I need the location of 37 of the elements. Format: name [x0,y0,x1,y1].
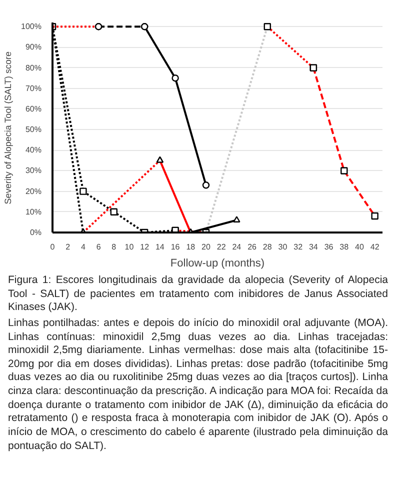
y-tick-label: 40% [25,146,42,155]
y-axis-title: Severity of Alopecia Tool (SALT) score [3,51,14,204]
x-tick-label: 18 [186,242,196,252]
y-tick-label: 90% [25,42,42,52]
x-tick-label: 8 [112,242,117,252]
x-tick-label: 26 [248,242,258,252]
y-tick-label: 20% [25,186,42,196]
x-tick-label: 14 [155,242,165,252]
x-tick-label: 0 [50,242,56,252]
x-tick-label: 42 [370,242,380,252]
y-tick-label: 100% [21,22,42,32]
x-tick-label: 28 [262,242,272,252]
text: Figura 1: Escores longitudinais da gravidade da alopecia (Severity of Alopecia Tool - SALT) de pacientes em tratamento com inibidores de Janus Associated Kinases (JAK). [8,274,388,315]
y-tick-label: 30% [25,166,42,176]
x-tick-label: 12 [140,242,150,252]
x-tick-label: 20 [202,242,211,252]
x-tick-label: 16 [170,242,180,252]
x-tick-label: 38 [340,242,350,252]
x-tick-label: 34 [308,242,318,252]
x-tick-label: 40 [355,242,364,252]
y-tick-label: 60% [25,104,42,114]
text: Linhas pontilhadas: antes e depois do início do minoxidil oral adjuvante (MOA). Linhas contínuas: minoxidil 2,5mg duas vezes ao dia. Linhas tracejadas: minoxidil 2,5mg diariamente. Linhas vermelhas: dose mais alta (tofacitinibe 15-20mg por dia em doses divididas). Linhas pretas: dose padrão (tofacitinibe 5mg duas vezes ao dia ou ruxolitinibe 25mg duas vezes ao dia [traços curtos]). Linha cinza clara: descontinuação da prescrição. A indicação para MOA foi: Recaída da doença durante o tratamento com inibidor de JAK (Δ), diminuição da eficácia do retratamento () e resposta fraca à monoterapia com inibidor de JAK (O). Após o início de MOA, o crescimento do cabelo é aparente (ilustrado pela diminuição da pontuação do SALT). [8,316,388,452]
y-tick-label: 80% [25,63,42,72]
x-tick-label: 10 [124,242,134,252]
x-tick-label: 2 [66,242,71,252]
x-tick-label: 24 [232,242,242,252]
y-tick-label: 50% [25,125,42,134]
y-tick-label: 70% [25,84,42,93]
x-tick-label: 4 [80,242,86,252]
x-tick-label: 30 [278,242,288,252]
y-tick-label: 0% [30,228,42,237]
x-tick-label: 36 [324,242,334,252]
x-axis-title: Follow-up (months) [170,258,265,270]
x-tick-label: 32 [294,242,304,252]
x-tick-label: 6 [96,242,102,252]
y-tick-label: 10% [25,207,42,216]
x-tick-label: 22 [216,242,226,252]
